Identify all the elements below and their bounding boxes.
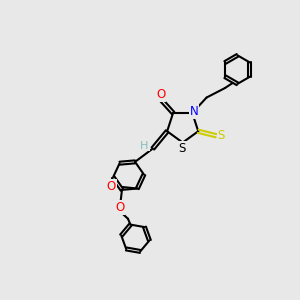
- Text: S: S: [178, 142, 186, 155]
- Text: S: S: [218, 129, 225, 142]
- Text: N: N: [190, 105, 199, 118]
- Text: O: O: [115, 201, 124, 214]
- Text: O: O: [106, 180, 116, 193]
- Text: O: O: [156, 88, 166, 101]
- Text: H: H: [140, 140, 149, 151]
